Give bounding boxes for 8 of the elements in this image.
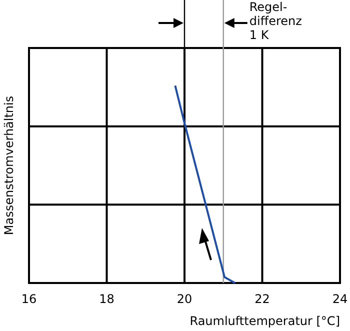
x-tick-label: 22 xyxy=(254,292,270,306)
x-tick-label: 20 xyxy=(176,292,192,306)
x-axis-title: Raumlufttemperatur [°C] xyxy=(190,314,340,328)
x-tick-label: 18 xyxy=(99,292,114,306)
x-tick-label: 16 xyxy=(21,292,37,306)
ref-line-label: Regel- differenz 1 K xyxy=(249,0,302,42)
x-tick-label: 24 xyxy=(332,292,348,306)
y-axis-title: Massenstromverhältnis xyxy=(2,96,16,236)
